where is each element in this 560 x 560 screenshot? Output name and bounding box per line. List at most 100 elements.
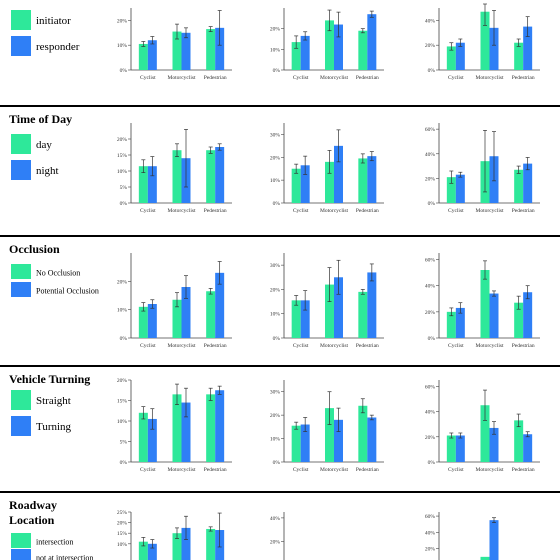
y-tick-label: 10% (117, 43, 128, 49)
bar-straight (206, 394, 216, 462)
bar-potential-occlusion (367, 272, 377, 338)
y-tick-label: 5% (120, 185, 128, 191)
bar-initiator (358, 30, 368, 70)
bar-initiator (446, 46, 456, 70)
x-tick-label: Pedestrian (512, 343, 535, 349)
y-tick-label: 20% (425, 435, 436, 441)
bar-night (215, 147, 225, 203)
y-tick-label: 40% (425, 18, 436, 24)
section-title: Occlusion (9, 242, 60, 256)
x-tick-label: Pedestrian (356, 208, 379, 214)
panel-0: 0% 5% 10% 15% 20% Cyclist Motorcyclist Pedestri… (117, 123, 232, 214)
y-tick-label: 0% (428, 68, 436, 74)
panel-0: 0% 5% 10% 15% 20% Cyclist Motorcyclist Pedestri… (117, 378, 232, 473)
y-tick-label: 20% (270, 27, 281, 33)
section-2: Occlusion No Occlusion Potential Occlusion… (0, 235, 560, 349)
legend-swatch (11, 134, 31, 154)
x-tick-label: Motorcyclist (167, 75, 196, 81)
bar-potential-occlusion (215, 272, 225, 338)
y-tick-label: 20% (117, 521, 128, 527)
bar-turning (300, 424, 310, 462)
legend-label: intersection (36, 538, 73, 547)
panel-2: 0% 20% 40% 60% Cyclist Motorcyclist Pedestrian (425, 123, 540, 214)
y-tick-label: 20% (270, 287, 281, 293)
bar-night (334, 145, 343, 203)
legend-swatch (11, 36, 31, 56)
bar-night (147, 166, 157, 203)
y-tick-label: 10% (270, 437, 281, 443)
bar-not-at-intersection (181, 527, 191, 560)
y-tick-label: 60% (425, 127, 436, 133)
y-tick-label: 20% (425, 310, 436, 316)
bar-responder (523, 26, 533, 71)
bar-day (138, 166, 148, 203)
x-tick-label: Motorcyclist (320, 75, 349, 81)
y-tick-label: 20% (117, 18, 128, 24)
y-tick-label: 0% (428, 460, 436, 466)
bar-initiator (291, 42, 301, 70)
y-tick-label: 10% (117, 542, 128, 548)
y-tick-label: 10% (270, 178, 281, 184)
bar-turning (334, 419, 343, 462)
y-tick-label: 0% (120, 68, 128, 74)
legend-label: Straight (36, 395, 71, 407)
x-tick-label: Motorcyclist (320, 343, 349, 349)
x-tick-label: Pedestrian (356, 75, 379, 81)
bar-responder (147, 40, 157, 70)
x-tick-label: Cyclist (448, 343, 464, 349)
panel-2: 0% 20% 40% 60% Cyclist Motorcyclist Pedestrian (425, 380, 540, 473)
legend-swatch (11, 390, 31, 410)
bar-no-occlusion (358, 291, 368, 338)
x-tick-label: Cyclist (448, 208, 464, 214)
legend-swatch (11, 549, 31, 560)
bar-initiator (514, 42, 524, 70)
y-tick-label: 20% (117, 378, 128, 384)
y-tick-label: 60% (425, 514, 436, 520)
x-tick-label: Motorcyclist (475, 75, 504, 81)
y-tick-label: 10% (117, 419, 128, 425)
y-tick-label: 30% (270, 132, 281, 138)
bar-straight (172, 394, 182, 462)
section-3: Vehicle Turning Straight Turning 0% 5% 10% 15%… (0, 365, 560, 473)
y-tick-label: 10% (270, 47, 281, 53)
y-tick-label: 15% (117, 153, 128, 159)
legend-swatch (11, 264, 31, 279)
y-tick-label: 0% (120, 460, 128, 466)
panel-1: 20% 40% (270, 512, 285, 560)
bar-responder (334, 24, 343, 70)
y-tick-label: 40% (425, 152, 436, 158)
panel-2: 20% 40% 60% (425, 512, 499, 560)
panel-2: 0% 20% 40% 60% Cyclist Motorcyclist Pedestrian (425, 253, 540, 349)
bar-no-occlusion (325, 284, 334, 338)
y-tick-label: 0% (273, 68, 281, 74)
y-tick-label: 20% (117, 137, 128, 143)
y-tick-label: 5% (120, 440, 128, 446)
y-tick-label: 10% (117, 169, 128, 175)
bar-no-occlusion (480, 270, 490, 338)
x-tick-label: Motorcyclist (475, 343, 504, 349)
legend-swatch (11, 10, 31, 30)
panel-0: 10% 15% 20% 25% (117, 510, 225, 560)
panel-1: 0% 10% 20% 30% Cyclist Motorcyclist Pedestrian (270, 253, 384, 349)
x-tick-label: Motorcyclist (320, 467, 349, 473)
bar-initiator (480, 11, 490, 70)
bar-no-occlusion (446, 311, 456, 338)
y-tick-label: 60% (425, 384, 436, 390)
x-tick-label: Pedestrian (204, 467, 227, 473)
legend-swatch (11, 416, 31, 436)
x-tick-label: Motorcyclist (320, 208, 349, 214)
bar-responder (367, 14, 377, 70)
bar-straight (325, 408, 334, 462)
y-tick-label: 60% (425, 258, 436, 264)
y-tick-label: 0% (273, 336, 281, 342)
section-title-line2: Location (9, 513, 55, 527)
x-tick-label: Cyclist (140, 467, 156, 473)
bar-turning (489, 427, 499, 462)
y-tick-label: 10% (117, 308, 128, 314)
y-tick-label: 0% (273, 460, 281, 466)
bar-potential-occlusion (455, 307, 465, 338)
bar-potential-occlusion (523, 292, 533, 338)
x-tick-label: Motorcyclist (167, 343, 196, 349)
